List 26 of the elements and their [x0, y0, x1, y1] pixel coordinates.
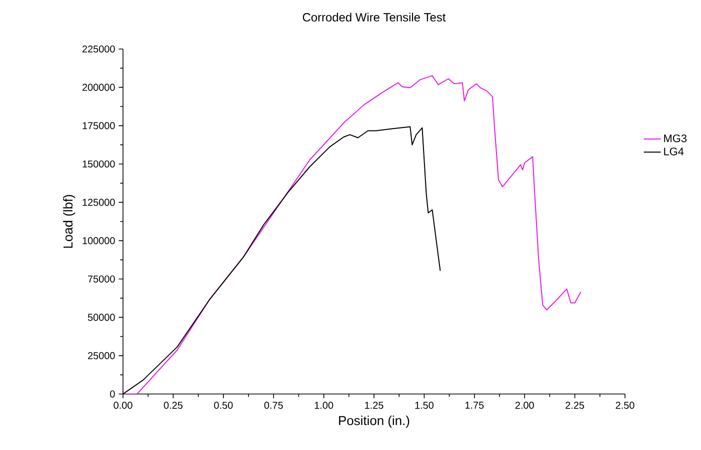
y-tick-label: 200000: [82, 84, 115, 91]
x-tick-label: 2.50: [616, 402, 634, 409]
x-tick-label: 1.75: [465, 402, 484, 409]
y-tick-label: 100000: [82, 237, 115, 244]
y-tick-label: 125000: [82, 198, 115, 206]
x-tick-label: 0.75: [264, 402, 283, 409]
x-axis-title: Position (in.): [339, 416, 410, 428]
x-tick-label: 1.25: [365, 402, 384, 409]
y-tick-label: 50000: [88, 314, 115, 321]
legend-label: MG3: [664, 134, 687, 142]
x-tick-label: 0.00: [114, 402, 132, 409]
x-tick-label: 1.00: [314, 402, 334, 409]
x-tick-label: 2.25: [566, 402, 584, 409]
x-tick-label: 1.50: [415, 402, 434, 409]
y-tick-label: 150000: [82, 160, 115, 168]
y-tick-label: 25000: [88, 352, 115, 360]
chart-title: Corroded Wire Tensile Test: [302, 12, 446, 22]
x-tick-label: 2.00: [515, 402, 534, 409]
y-tick-label: 75000: [88, 275, 115, 283]
y-tick-label: 0: [110, 390, 115, 398]
legend-label: LG4: [664, 148, 684, 156]
x-tick-label: 0.50: [214, 402, 233, 409]
y-axis-title: Load (lbf): [63, 194, 76, 248]
y-tick-label: 175000: [82, 122, 115, 130]
y-tick-label: 225000: [82, 45, 115, 53]
x-tick-label: 0.25: [164, 402, 182, 409]
